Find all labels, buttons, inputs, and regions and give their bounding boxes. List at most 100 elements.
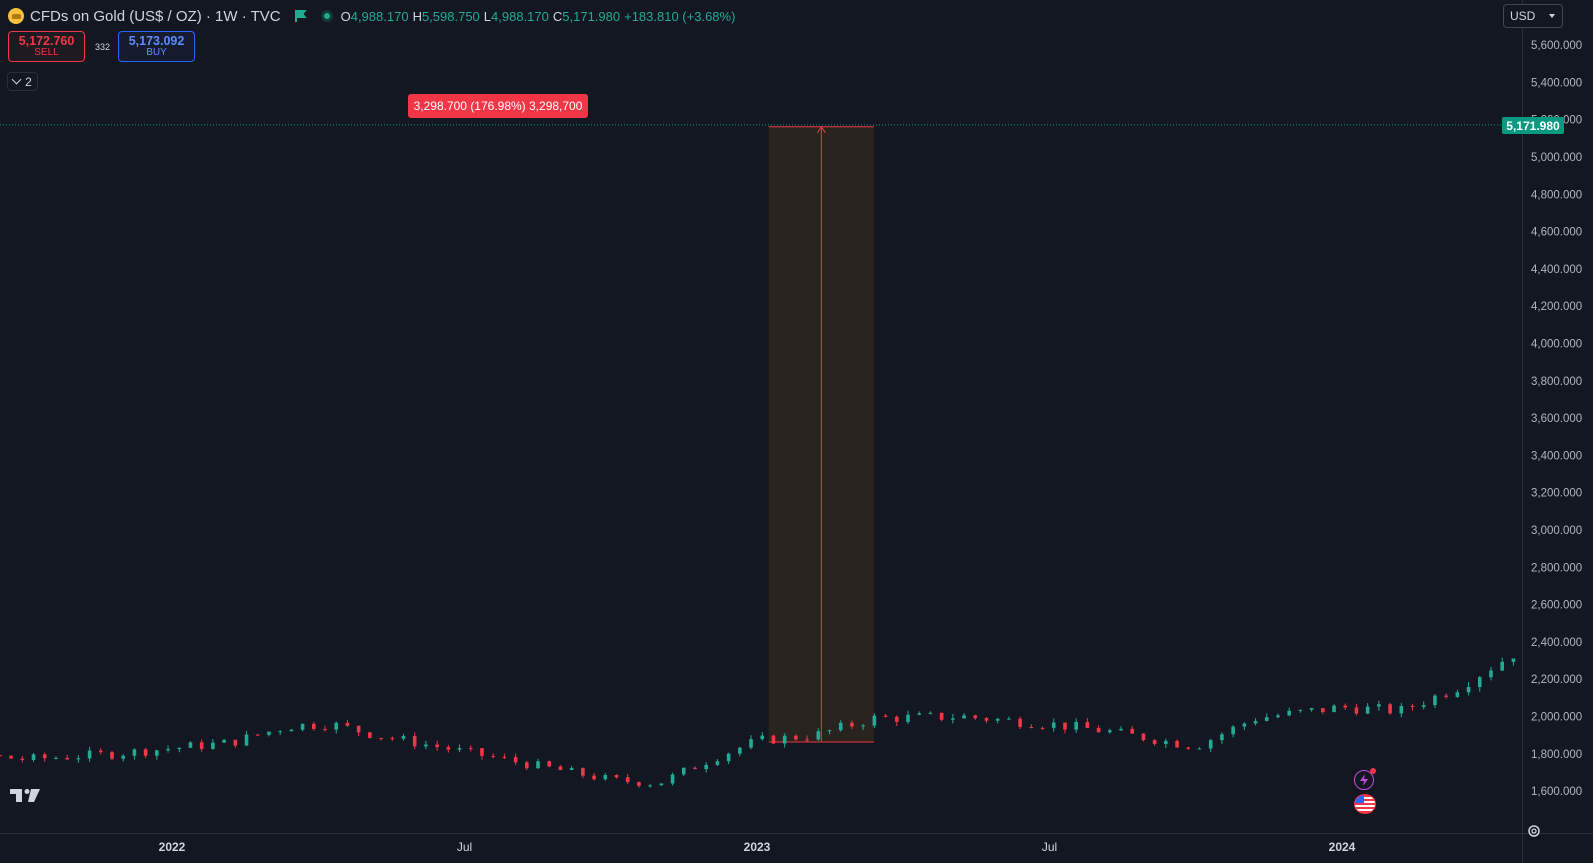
time-scale-ticks: Jul2022Jul2023Jul2024Jul2025Jul2026Jul [159, 840, 1356, 854]
candle-body [267, 731, 271, 735]
candle-body [603, 775, 608, 780]
price-tick-label: 2,800.000 [1531, 562, 1582, 574]
candle-body [345, 722, 350, 726]
candle-body [323, 728, 327, 730]
price-tick-label: 2,400.000 [1531, 637, 1582, 649]
candle-body [1051, 722, 1056, 728]
candle-body [906, 714, 910, 722]
candle-body [1141, 733, 1146, 741]
low-label: L [483, 8, 492, 24]
lightning-event-icon[interactable] [1354, 768, 1376, 790]
candle-body [1365, 706, 1370, 714]
candle-body [188, 742, 193, 748]
candle-body [872, 715, 877, 726]
candle-body [1354, 707, 1359, 714]
candle-body [962, 715, 966, 719]
price-tick-label: 2,600.000 [1531, 600, 1582, 612]
candle-body [681, 767, 686, 775]
price-scale[interactable]: 1,600.000 1,800.000 2,000.000 2,200.000 2,40… [1522, 0, 1593, 833]
symbol-title[interactable]: CFDs on Gold (US$ / OZ) · 1W · TVC [30, 7, 281, 25]
candle-body [569, 768, 574, 771]
time-tick-label: 2023 [744, 840, 771, 854]
chart-pane[interactable] [0, 0, 1522, 833]
candle-body [1007, 718, 1011, 720]
candle-body [951, 718, 955, 720]
candle-body [1208, 740, 1213, 749]
candle-body [1332, 705, 1336, 713]
ohlc-values: O4,988.170 H5,598.750 L4,988.170 C5,171.… [341, 9, 736, 24]
candle-body [166, 749, 170, 751]
close-label: C [552, 8, 563, 24]
price-tick-label: 4,200.000 [1531, 301, 1582, 313]
candle-body [435, 744, 439, 748]
candle-body [1287, 710, 1291, 716]
flag-icon[interactable] [294, 10, 307, 22]
candle-body [1130, 728, 1135, 734]
last-price-badge: 5,171.980 [1502, 117, 1564, 134]
candle-body [816, 731, 821, 740]
gold-symbol-icon [8, 8, 24, 24]
candle-body [42, 754, 47, 759]
candle-body [838, 722, 843, 731]
candle-body [76, 758, 81, 760]
price-tick-label: 2,000.000 [1531, 712, 1582, 724]
time-tick-label: Jul [1042, 840, 1057, 854]
candle-body [233, 739, 238, 746]
currency-select[interactable]: USD [1503, 4, 1563, 28]
candle-body [199, 742, 204, 749]
measure-arrow-head [816, 125, 826, 134]
candle-body [244, 734, 249, 746]
candle-body [1399, 705, 1404, 714]
candle-body [805, 739, 809, 741]
candle-body [693, 767, 697, 770]
candle-body [637, 782, 641, 786]
open-value: 4,988.170 [350, 8, 409, 24]
candle-body [894, 716, 899, 722]
candle-body [1421, 705, 1426, 707]
candle-body [558, 766, 563, 771]
candle-body [1175, 740, 1179, 748]
candle-body [1119, 728, 1123, 731]
candle-body [726, 753, 731, 762]
candle-body [1231, 726, 1235, 735]
symbol-legend[interactable]: CFDs on Gold (US$ / OZ) · 1W · TVC O4,98… [8, 6, 735, 26]
price-tick-label: 3,200.000 [1531, 488, 1582, 500]
chevron-down-icon [11, 74, 22, 85]
gear-icon[interactable] [1527, 824, 1541, 838]
candle-body [1242, 723, 1247, 727]
price-tick-label: 4,000.000 [1531, 339, 1582, 351]
candle-body [121, 755, 126, 759]
candle-body [670, 774, 675, 784]
tradingview-logo-icon[interactable] [10, 787, 42, 803]
candle-body [1477, 677, 1482, 687]
indicators-toggle-button[interactable]: 2 [7, 72, 38, 91]
candle-body [513, 757, 518, 763]
time-scale[interactable]: Jul2022Jul2023Jul2024Jul2025Jul2026Jul [0, 833, 1522, 863]
candle-body [1253, 720, 1258, 724]
candlestick-chart[interactable] [0, 0, 1522, 833]
candle-body [255, 734, 260, 736]
candle-body [177, 747, 182, 750]
candle-body [110, 752, 114, 759]
candle-body [1466, 686, 1471, 693]
candle-body [401, 736, 406, 739]
candle-body [9, 755, 13, 759]
candle-body [760, 735, 765, 740]
sell-button[interactable]: 5,172.760 SELL [8, 31, 85, 62]
us-flag-event-icon[interactable] [1354, 794, 1376, 814]
candle-body [1040, 727, 1045, 729]
buy-button[interactable]: 5,173.092 BUY [118, 31, 195, 62]
low-value: 4,988.170 [491, 8, 549, 24]
price-tick-label: 1,600.000 [1531, 786, 1582, 798]
candle-body [1298, 709, 1303, 711]
candle-body [390, 738, 395, 740]
candle-body [0, 755, 2, 757]
candle-body [334, 722, 339, 730]
candle-body [771, 735, 776, 744]
candle-body [827, 730, 832, 732]
time-tick-label: Jul [457, 840, 472, 854]
price-tick-label: 4,800.000 [1531, 189, 1582, 201]
candle-body [1455, 692, 1460, 697]
candle-body [65, 757, 69, 760]
candle-body [794, 735, 798, 740]
